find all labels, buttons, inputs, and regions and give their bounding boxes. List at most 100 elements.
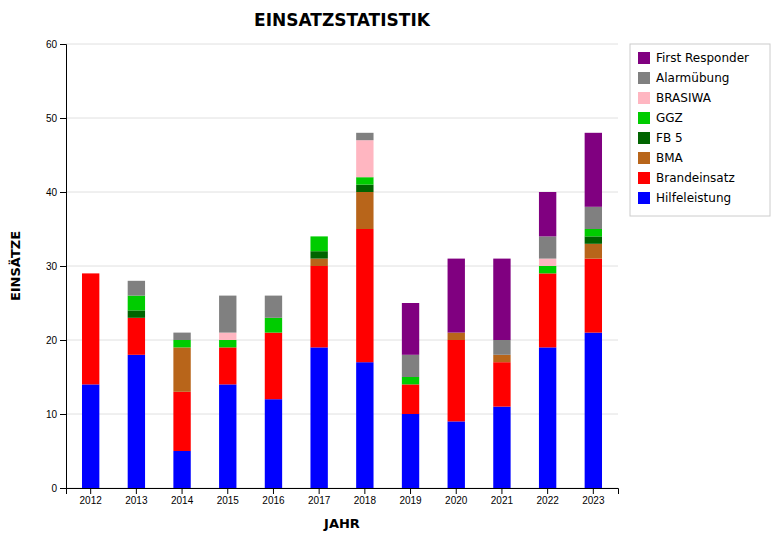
bar-segment bbox=[448, 421, 465, 488]
legend-label: GGZ bbox=[656, 111, 683, 125]
bar-segment bbox=[265, 333, 282, 400]
legend-swatch bbox=[638, 72, 650, 84]
y-tick-label: 10 bbox=[46, 409, 58, 420]
legend-item: Alarmübung bbox=[638, 71, 729, 85]
chart: 2012201320142015201620172018201920202021… bbox=[0, 0, 778, 542]
legend-item: First Responder bbox=[638, 51, 749, 65]
x-tick-mark bbox=[273, 488, 274, 494]
legend-swatch bbox=[638, 52, 650, 64]
x-tick-mark bbox=[136, 488, 137, 494]
x-tick-label: 2014 bbox=[171, 495, 194, 506]
x-tick: 2018 bbox=[354, 488, 377, 506]
y-tick: 20 bbox=[46, 335, 66, 346]
bar-segment bbox=[173, 333, 190, 340]
bar-segment bbox=[356, 362, 373, 488]
bar-segment bbox=[82, 273, 99, 274]
legend-item: BRASIWA bbox=[638, 91, 712, 105]
bar-segment bbox=[265, 318, 282, 333]
x-tick-label: 2021 bbox=[491, 495, 514, 506]
bar-segment bbox=[539, 273, 556, 347]
bar-segment bbox=[493, 340, 510, 355]
legend-label: First Responder bbox=[656, 51, 749, 65]
bar-segment bbox=[310, 266, 327, 347]
y-tick-mark bbox=[60, 488, 66, 489]
bar-segment bbox=[448, 340, 465, 421]
legend-item: Hilfeleistung bbox=[638, 191, 731, 205]
x-axis: 2012201320142015201620172018201920202021… bbox=[67, 488, 619, 506]
bar-segment bbox=[310, 251, 327, 258]
legend-label: Brandeinsatz bbox=[656, 171, 735, 185]
bar-segment bbox=[402, 414, 419, 488]
x-tick-mark bbox=[364, 488, 365, 494]
bar-segment bbox=[265, 296, 282, 318]
bar-segment bbox=[585, 333, 602, 488]
x-tick: 2016 bbox=[262, 488, 285, 506]
bar-segment bbox=[173, 451, 190, 488]
grid-line bbox=[66, 340, 618, 341]
y-tick-label: 50 bbox=[46, 113, 58, 124]
bar-segment bbox=[493, 259, 510, 340]
bar-segment bbox=[265, 399, 282, 488]
x-tick-label: 2017 bbox=[308, 495, 331, 506]
grid-line bbox=[66, 266, 618, 267]
bar-segment bbox=[82, 273, 99, 274]
grid-line bbox=[66, 44, 618, 45]
legend-swatch bbox=[638, 192, 650, 204]
y-tick: 10 bbox=[46, 409, 66, 420]
legend-label: Alarmübung bbox=[656, 71, 729, 85]
bar-segment bbox=[173, 392, 190, 451]
bar-segment bbox=[173, 340, 190, 347]
x-tick-mark bbox=[227, 488, 228, 494]
grid bbox=[66, 44, 618, 488]
bar-segment bbox=[539, 192, 556, 236]
bar-segment bbox=[585, 259, 602, 333]
x-tick: 2013 bbox=[125, 488, 148, 506]
x-tick-mark bbox=[182, 488, 183, 494]
y-tick-mark bbox=[60, 192, 66, 193]
x-tick: 2015 bbox=[217, 488, 240, 506]
bar-segment bbox=[402, 384, 419, 414]
series bbox=[173, 192, 602, 392]
bar-segment bbox=[310, 236, 327, 237]
x-tick: 2012 bbox=[80, 488, 103, 506]
series bbox=[219, 140, 556, 340]
y-tick: 40 bbox=[46, 187, 66, 198]
bar-segment bbox=[356, 132, 373, 133]
legend-item: GGZ bbox=[638, 111, 683, 125]
legend-label: BMA bbox=[656, 151, 684, 165]
title: EINSATZSTATISTIK bbox=[254, 10, 431, 30]
bar-segment bbox=[128, 296, 145, 311]
legend-item: Brandeinsatz bbox=[638, 171, 735, 185]
bar-segment bbox=[173, 332, 190, 333]
legend-swatch bbox=[638, 152, 650, 164]
bar-segment bbox=[219, 296, 236, 333]
grid-line bbox=[66, 118, 618, 119]
bar-segment bbox=[585, 236, 602, 243]
x-tick-mark bbox=[319, 488, 320, 494]
bar-segment bbox=[539, 266, 556, 273]
bar-segment bbox=[82, 273, 99, 274]
legend-swatch bbox=[638, 112, 650, 124]
x-tick-mark bbox=[501, 488, 502, 494]
bar-segment bbox=[310, 236, 327, 251]
x-tick: 2017 bbox=[308, 488, 331, 506]
bar-segment bbox=[493, 355, 510, 362]
legend-label: Hilfeleistung bbox=[656, 191, 731, 205]
y-tick-label: 30 bbox=[46, 261, 58, 272]
legend-item: BMA bbox=[638, 151, 684, 165]
bar-segment bbox=[82, 273, 99, 274]
bar-segment bbox=[402, 355, 419, 377]
grid-line bbox=[66, 414, 618, 415]
bar-segment bbox=[82, 384, 99, 488]
y-tick-label: 40 bbox=[46, 187, 58, 198]
y-tick-mark bbox=[60, 44, 66, 45]
x-tick: 2014 bbox=[171, 488, 194, 506]
y-axis-line bbox=[60, 45, 67, 489]
x-axis-line bbox=[67, 489, 619, 495]
x-tick-mark bbox=[547, 488, 548, 494]
y-axis: 0102030405060 bbox=[46, 39, 67, 494]
x-tick-label: 2022 bbox=[537, 495, 560, 506]
x-tick-label: 2019 bbox=[399, 495, 422, 506]
y-axis-title: EINSÄTZE bbox=[8, 231, 23, 301]
y-tick-label: 20 bbox=[46, 335, 58, 346]
